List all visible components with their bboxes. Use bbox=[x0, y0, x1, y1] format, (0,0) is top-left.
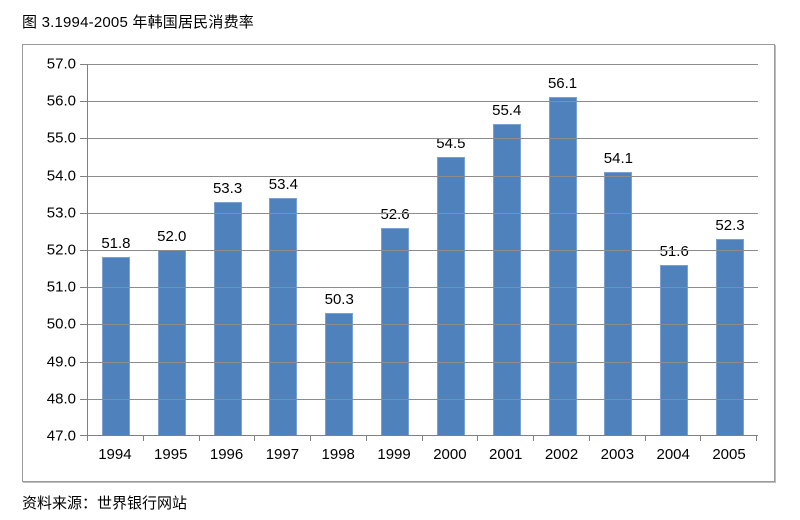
gridline bbox=[88, 287, 758, 289]
bar-1996 bbox=[213, 201, 242, 436]
bar-1999 bbox=[381, 227, 410, 436]
y-axis-tick bbox=[80, 101, 88, 103]
gridline bbox=[88, 361, 758, 363]
bar-value-label-2003: 54.1 bbox=[603, 149, 633, 167]
bar-1994 bbox=[101, 257, 130, 436]
x-axis-tick-segment bbox=[87, 436, 143, 441]
x-axis-tick-row bbox=[87, 436, 757, 441]
x-axis-label-1996: 1996 bbox=[209, 446, 244, 463]
gridline bbox=[88, 324, 758, 326]
bar-cell-2005: 52.3 bbox=[702, 64, 758, 436]
gridline bbox=[88, 64, 758, 65]
y-axis-tick-label: 56.0 bbox=[46, 92, 76, 110]
x-axis-label-2004: 2004 bbox=[656, 446, 690, 463]
y-axis-tick bbox=[80, 287, 88, 289]
x-axis-label-1999: 1999 bbox=[377, 446, 411, 463]
source-note: 资料来源：世界银行网站 bbox=[22, 495, 188, 512]
y-axis-tick bbox=[80, 398, 88, 400]
bar-1998 bbox=[325, 313, 354, 436]
bar-value-label-1995: 52.0 bbox=[157, 228, 187, 245]
x-axis-label-1997: 1997 bbox=[265, 446, 300, 463]
gridline bbox=[88, 101, 758, 103]
y-axis-tick bbox=[80, 175, 88, 177]
x-axis-label-2002: 2002 bbox=[544, 446, 579, 463]
bar-value-label-1998: 50.3 bbox=[324, 291, 354, 309]
bar-1995 bbox=[157, 250, 186, 436]
gridline bbox=[88, 398, 758, 400]
gridline bbox=[88, 138, 758, 140]
bar-cell-2004: 51.6 bbox=[646, 64, 702, 436]
y-axis-tick bbox=[80, 324, 88, 326]
bar-value-label-2001: 55.4 bbox=[492, 101, 522, 119]
bar-value-label-1999: 52.6 bbox=[380, 205, 410, 223]
y-axis-tick-label: 54.0 bbox=[46, 167, 76, 185]
gridline bbox=[88, 435, 758, 436]
x-axis-tick-segment bbox=[644, 436, 701, 441]
x-axis-label-2005: 2005 bbox=[712, 446, 746, 463]
x-axis-tick-segment bbox=[365, 436, 422, 441]
y-axis-tick-label: 57.0 bbox=[46, 55, 76, 73]
bar-cell-1999: 52.6 bbox=[367, 64, 423, 436]
y-axis-tick bbox=[80, 250, 88, 251]
bar-2004 bbox=[660, 264, 689, 436]
x-axis-tick-segment bbox=[421, 436, 478, 441]
x-axis-tick-segment bbox=[142, 436, 199, 441]
x-axis-tick-segment bbox=[700, 436, 757, 441]
x-axis-tick-segment bbox=[533, 436, 589, 441]
bar-cell-1998: 50.3 bbox=[311, 64, 367, 436]
bar-value-label-1997: 53.4 bbox=[268, 175, 298, 193]
bar-2002 bbox=[548, 97, 577, 436]
chart-plot-frame: 51.8 52.0 53.3 53.4 50.3 52.6 54.5 55.4 56.1 54.1… bbox=[22, 44, 775, 482]
x-axis-tick-segment bbox=[310, 436, 366, 441]
bar-2000 bbox=[436, 157, 465, 436]
bar-cell-2003: 54.1 bbox=[590, 64, 646, 436]
y-axis-tick bbox=[80, 212, 88, 214]
y-axis-tick-label: 50.0 bbox=[46, 315, 76, 333]
y-axis-tick-label: 48.0 bbox=[46, 390, 76, 408]
bar-cell-1997: 53.4 bbox=[255, 64, 311, 436]
y-axis-tick bbox=[80, 361, 88, 363]
bar-2003 bbox=[604, 171, 633, 436]
y-axis-tick-label: 55.0 bbox=[46, 129, 76, 147]
gridline bbox=[88, 175, 758, 177]
y-axis-tick-label: 52.0 bbox=[46, 241, 76, 259]
bar-cell-1995: 52.0 bbox=[144, 64, 200, 436]
plot-area: 51.8 52.0 53.3 53.4 50.3 52.6 54.5 55.4 56.1 54.1… bbox=[47, 56, 758, 445]
x-axis-tick-segment bbox=[477, 436, 533, 441]
x-axis-label-2001: 2001 bbox=[489, 446, 523, 463]
bar-value-label-1996: 53.3 bbox=[212, 179, 243, 197]
y-axis-tick-label: 51.0 bbox=[46, 278, 76, 296]
bar-value-label-2002: 56.1 bbox=[547, 75, 578, 93]
y-axis-tick-label: 53.0 bbox=[46, 204, 76, 222]
bar-2001 bbox=[492, 123, 521, 436]
gridline bbox=[88, 212, 758, 214]
x-axis-label-2003: 2003 bbox=[600, 446, 635, 463]
y-axis-tick bbox=[80, 138, 88, 140]
y-axis-tick bbox=[80, 435, 88, 436]
x-axis-tick-segment bbox=[588, 436, 645, 441]
x-axis-tick-segment bbox=[254, 436, 310, 441]
y-axis-tick bbox=[80, 64, 88, 65]
x-axis-label-1994: 1994 bbox=[98, 446, 132, 463]
x-axis-label-1995: 1995 bbox=[154, 446, 188, 463]
bar-value-label-1994: 51.8 bbox=[101, 235, 131, 253]
y-axis-tick-label: 47.0 bbox=[46, 427, 76, 445]
x-axis-labels: 1994 1995 1996 1997 1998 1999 2000 2001 2002 2003… bbox=[87, 446, 757, 463]
x-axis-tick-segment bbox=[198, 436, 255, 441]
y-axis-tick-label: 49.0 bbox=[46, 353, 76, 371]
bar-cell-2002: 56.1 bbox=[535, 64, 591, 436]
gridline bbox=[88, 250, 758, 251]
bar-value-label-2005: 52.3 bbox=[715, 216, 745, 234]
bar-cell-1996: 53.3 bbox=[200, 64, 256, 436]
x-axis-label-2000: 2000 bbox=[433, 446, 467, 463]
bar-value-label-2004: 51.6 bbox=[659, 242, 689, 260]
x-axis-label-1998: 1998 bbox=[321, 446, 355, 463]
bar-2005 bbox=[716, 238, 745, 436]
chart-title: 图 3.1994-2005 年韩国居民消费率 bbox=[22, 14, 254, 31]
bar-1997 bbox=[269, 197, 298, 436]
